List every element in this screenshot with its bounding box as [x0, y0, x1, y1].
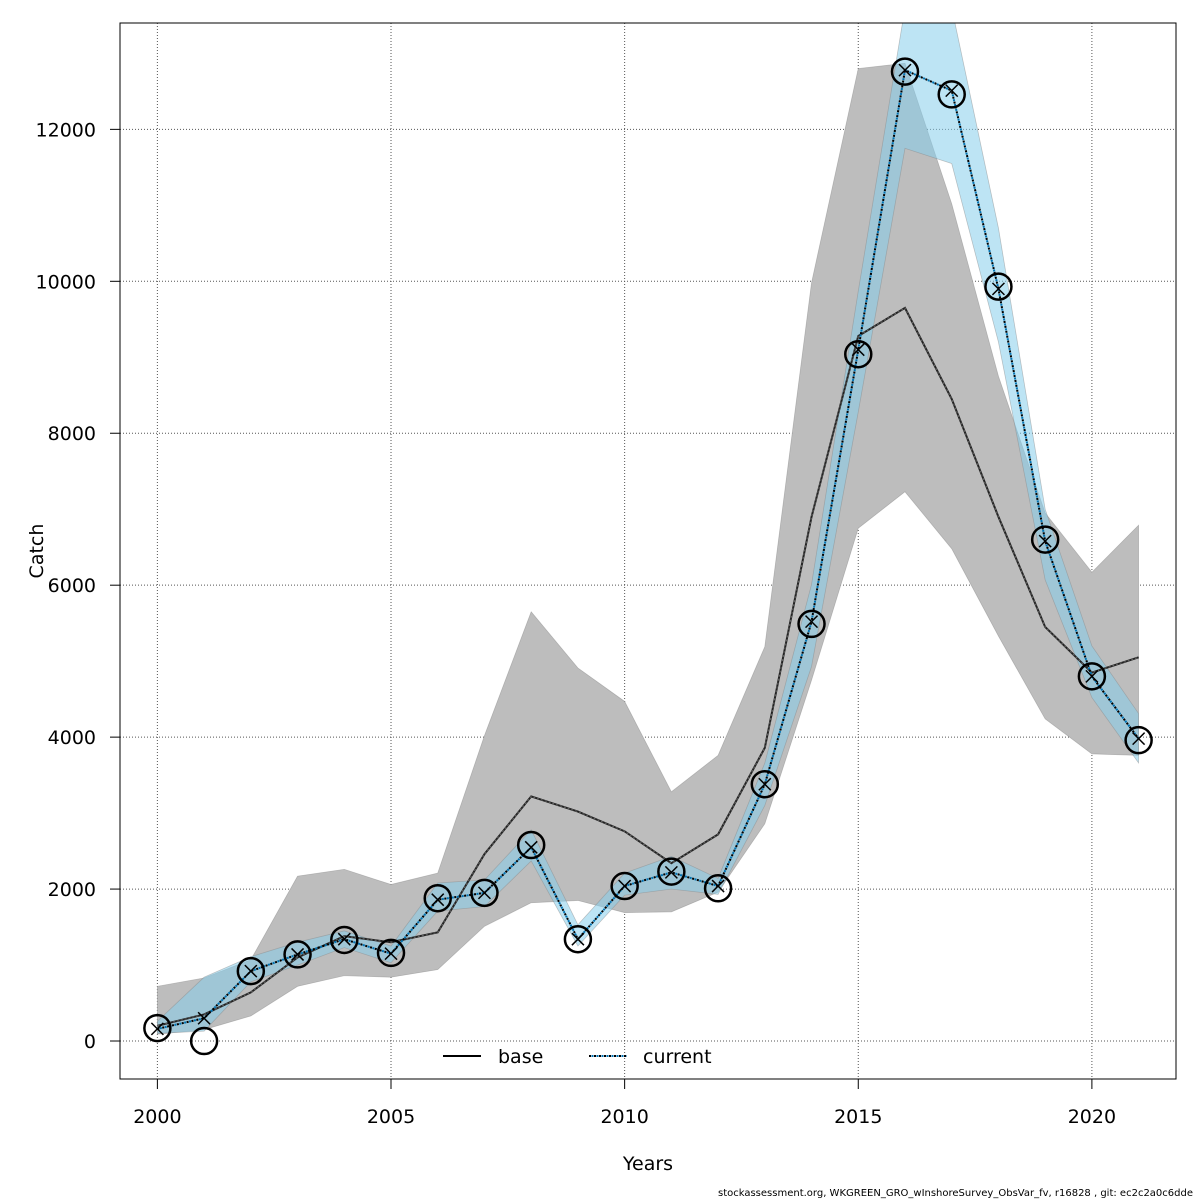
observation-point-2014 [797, 609, 826, 639]
observation-point-2005 [376, 938, 406, 968]
line-base-dash [157, 307, 1139, 1027]
y-axis: 0 2000 4000 6000 8000 10000 12000 [36, 119, 120, 1053]
y-tick-label-0: 0 [84, 1031, 96, 1053]
x-tick-label-2020: 2020 [1068, 1106, 1116, 1128]
band-current [157, 23, 1139, 1034]
x-tick-label-2010: 2010 [600, 1106, 648, 1128]
observation-point-2002 [236, 956, 266, 986]
cross-marker-2006-b [431, 893, 445, 907]
cross-marker-2013-b [758, 777, 772, 791]
cross-marker-2012-b [711, 879, 725, 893]
observation-point-2009 [563, 924, 593, 954]
y-tick-label-4000: 4000 [48, 727, 96, 749]
line-current-color [157, 68, 1140, 1030]
y-tick-label-8000: 8000 [48, 423, 96, 445]
observation-point-2006 [423, 883, 452, 913]
cross-marker-2014-b [805, 615, 819, 629]
observation-point-2013 [750, 769, 780, 799]
cross-marker-2009-b [571, 932, 585, 946]
x-tick-label-2000: 2000 [133, 1106, 181, 1128]
y-axis-title: Catch [26, 524, 48, 579]
observation-point-2021 [1124, 725, 1153, 755]
footer-credit: stockassessment.org, WKGREEN_GRO_wInshor… [717, 1188, 1193, 1199]
cross-marker-2018-b [991, 282, 1005, 296]
cross-marker-2007-b [477, 886, 491, 900]
cross-marker-2010-b [618, 879, 632, 893]
x-axis: 2000 2005 2010 2015 2020 [133, 1079, 1116, 1128]
cross-marker-2001-b [197, 1011, 211, 1025]
observation-point-2010 [610, 871, 639, 901]
observation-point-2000 [143, 1013, 172, 1043]
observation-point-2004 [330, 925, 359, 955]
y-tick-label-10000: 10000 [36, 271, 96, 293]
cross-marker-2017-b [945, 84, 959, 98]
observation-point-2008 [516, 830, 546, 860]
cross-marker-2021-b [1132, 732, 1146, 746]
observation-point-2019 [1030, 525, 1060, 554]
series-lines [157, 68, 1140, 1030]
observation-point-2001 [189, 1026, 219, 1056]
cross-marker-2015-b [851, 343, 865, 357]
legend-current-label: current [643, 1046, 712, 1068]
cross-marker-2020-b [1085, 669, 1099, 683]
y-tick-label-2000: 2000 [48, 879, 96, 901]
observation-point-2017 [937, 80, 966, 109]
observation-point-2020 [1077, 662, 1107, 691]
line-current [157, 68, 1140, 1030]
legend: base current [443, 1046, 712, 1068]
cross-marker-2008-b [524, 840, 538, 854]
x-tick-label-2015: 2015 [834, 1106, 882, 1128]
cross-marker-2000-b [150, 1022, 164, 1036]
observation-markers [143, 57, 1153, 1056]
observation-point-2007 [470, 878, 499, 908]
x-axis-title: Years [622, 1153, 673, 1175]
observation-point-2015 [844, 339, 873, 369]
cross-marker-2005-b [384, 947, 398, 961]
cross-marker-2019-b [1038, 534, 1052, 548]
plot-frame [119, 22, 1177, 1080]
observation-point-2016 [890, 57, 920, 86]
legend-base-label: base [498, 1046, 543, 1068]
observation-point-2003 [283, 940, 312, 969]
confidence-bands [157, 23, 1139, 1035]
cross-marker-2004-b [337, 932, 351, 946]
x-tick-label-2005: 2005 [367, 1106, 415, 1128]
y-tick-label-6000: 6000 [48, 575, 96, 597]
cross-marker-2002-b [244, 964, 258, 978]
cross-marker-2016-b [898, 63, 912, 77]
cross-marker-2011-b [664, 865, 678, 879]
observation-point-2018 [984, 272, 1013, 301]
observation-point-2012 [703, 874, 733, 903]
y-tick-label-12000: 12000 [36, 119, 96, 141]
observation-point-2011 [657, 857, 686, 886]
cross-marker-2003-b [291, 947, 305, 961]
